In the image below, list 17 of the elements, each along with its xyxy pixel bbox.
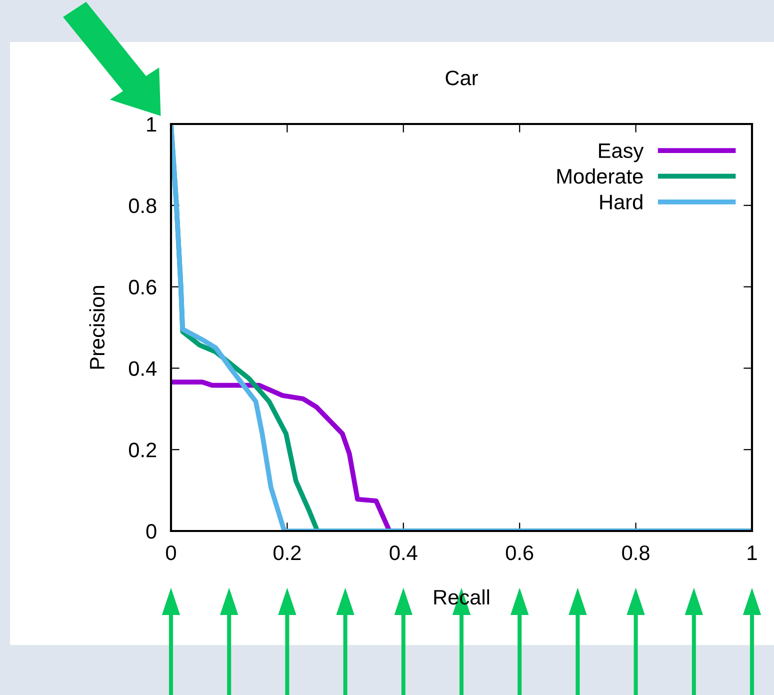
legend-label: Easy bbox=[599, 144, 644, 162]
y-tick-label: 0.2 bbox=[128, 442, 156, 458]
y-tick-label: 0.8 bbox=[128, 198, 156, 214]
x-tick-label: 1 bbox=[748, 546, 757, 560]
chart-title: Car bbox=[446, 70, 478, 86]
y-tick-label: 1 bbox=[147, 117, 156, 132]
y-tick-label: 0.6 bbox=[128, 280, 156, 295]
legend-label: Hard bbox=[600, 194, 642, 210]
x-tick-label: 0.4 bbox=[390, 545, 418, 560]
legend-label: Moderate bbox=[557, 168, 643, 184]
y-tick-label: 0.4 bbox=[128, 361, 157, 376]
x-tick-label: 0.8 bbox=[622, 545, 650, 560]
y-axis-title: Precision bbox=[89, 286, 105, 369]
x-tick-label: 0 bbox=[166, 545, 176, 560]
x-tick-label: 0.6 bbox=[506, 545, 534, 560]
x-tick-label: 0.2 bbox=[274, 545, 301, 560]
y-tick-label: 0 bbox=[146, 524, 156, 539]
